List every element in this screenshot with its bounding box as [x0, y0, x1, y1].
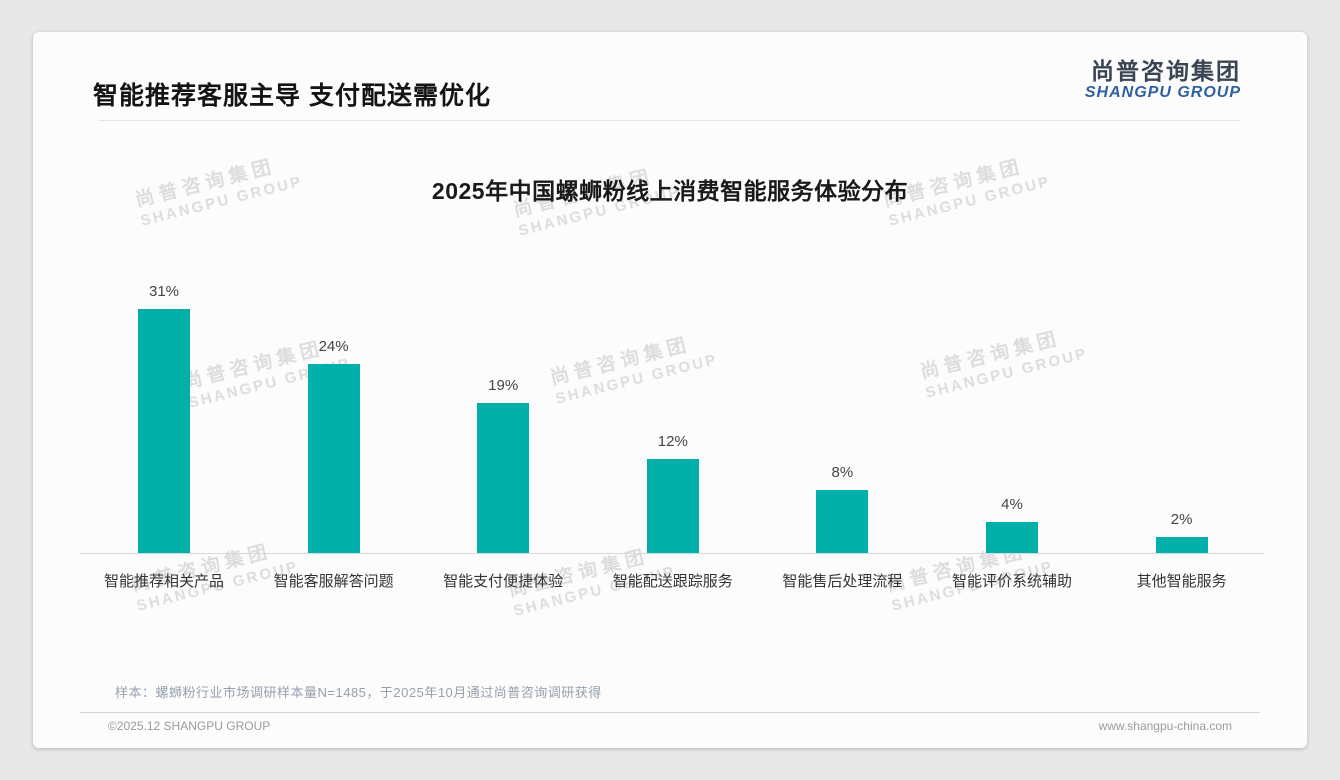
- bar-group: 19%: [477, 377, 530, 553]
- logo-chinese-text: 尚普咨询集团: [1091, 58, 1241, 84]
- x-axis-line: [80, 553, 1264, 554]
- bar-category-label: 智能支付便捷体验: [443, 573, 564, 590]
- bar-value-label: 31%: [148, 283, 180, 300]
- bar-group: 12%: [646, 433, 699, 553]
- bar: [307, 364, 360, 553]
- bar: [986, 522, 1038, 553]
- watermark-cn-text: 尚普咨询集团: [506, 546, 652, 602]
- bar-value-label: 19%: [488, 377, 519, 394]
- footer-divider: [80, 712, 1260, 713]
- watermark-en-text: SHANGPU GROUP: [511, 562, 678, 620]
- watermark-en-text: SHANGPU GROUP: [923, 344, 1090, 402]
- slide-card: 智能推荐客服主导 支付配送需优化 尚普咨询集团 SHANGPU GROUP 尚普…: [33, 32, 1307, 748]
- bar: [138, 309, 190, 553]
- watermark: 尚普咨询集团 SHANGPU GROUP: [181, 332, 353, 414]
- bar: [477, 403, 530, 553]
- watermark-cn-text: 尚普咨询集团: [918, 328, 1064, 384]
- chart-title: 2025年中国螺蛳粉线上消费智能服务体验分布: [431, 178, 909, 204]
- watermark-en-text: SHANGPU GROUP: [553, 350, 720, 408]
- bar-group: 2%: [1155, 511, 1208, 553]
- watermark-en-text: SHANGPU GROUP: [186, 354, 353, 412]
- bar: [1155, 537, 1208, 553]
- bar-group: 31%: [138, 283, 190, 553]
- sample-note: 样本：螺蛳粉行业市场调研样本量N=1485，于2025年10月通过尚普咨询调研获…: [115, 685, 602, 700]
- bar-category-label: 智能客服解答问题: [273, 573, 394, 590]
- page-title: 智能推荐客服主导 支付配送需优化: [93, 82, 491, 110]
- watermark-en-text: SHANGPU GROUP: [134, 557, 301, 615]
- watermark: 尚普咨询集团 SHANGPU GROUP: [918, 322, 1090, 404]
- bar-value-label: 2%: [1170, 511, 1193, 528]
- watermark-en-text: SHANGPU GROUP: [889, 557, 1056, 615]
- footer-website: www.shangpu-china.com: [1098, 719, 1232, 733]
- bar: [646, 459, 699, 553]
- watermark: 尚普咨询集团 SHANGPU GROUP: [506, 540, 678, 622]
- bar-group: 8%: [816, 464, 869, 553]
- watermark: 尚普咨询集团 SHANGPU GROUP: [129, 535, 301, 617]
- header-divider: [99, 120, 1241, 121]
- bar: [816, 490, 869, 553]
- watermark-cn-text: 尚普咨询集团: [181, 338, 327, 394]
- bar-value-label: 8%: [831, 464, 854, 481]
- bar-value-label: 12%: [657, 433, 688, 450]
- bar-category-label: 智能推荐相关产品: [103, 573, 224, 590]
- bar-category-label: 其他智能服务: [1136, 573, 1227, 590]
- bar-category-label: 智能售后处理流程: [782, 573, 903, 590]
- footer-copyright: ©2025.12 SHANGPU GROUP: [108, 719, 271, 733]
- bar-group: 24%: [307, 338, 360, 553]
- watermark-cn-text: 尚普咨询集团: [884, 541, 1030, 597]
- bar-group: 4%: [986, 496, 1038, 553]
- company-logo: 尚普咨询集团 SHANGPU GROUP: [1085, 58, 1241, 103]
- watermark: 尚普咨询集团 SHANGPU GROUP: [548, 328, 720, 410]
- watermark-cn-text: 尚普咨询集团: [548, 334, 694, 390]
- watermark-cn-text: 尚普咨询集团: [129, 541, 275, 597]
- watermark: 尚普咨询集团 SHANGPU GROUP: [884, 535, 1056, 617]
- logo-english-text: SHANGPU GROUP: [1084, 84, 1241, 102]
- bar-chart: 31% 智能推荐相关产品 24% 智能客服解答问题 19% 智能支付便捷体验 12% 智能配送…: [33, 32, 1307, 748]
- bar-category-label: 智能配送跟踪服务: [612, 573, 733, 590]
- bar-value-label: 4%: [1001, 496, 1023, 513]
- bar-category-label: 智能评价系统辅助: [951, 573, 1072, 590]
- bar-value-label: 24%: [318, 338, 349, 355]
